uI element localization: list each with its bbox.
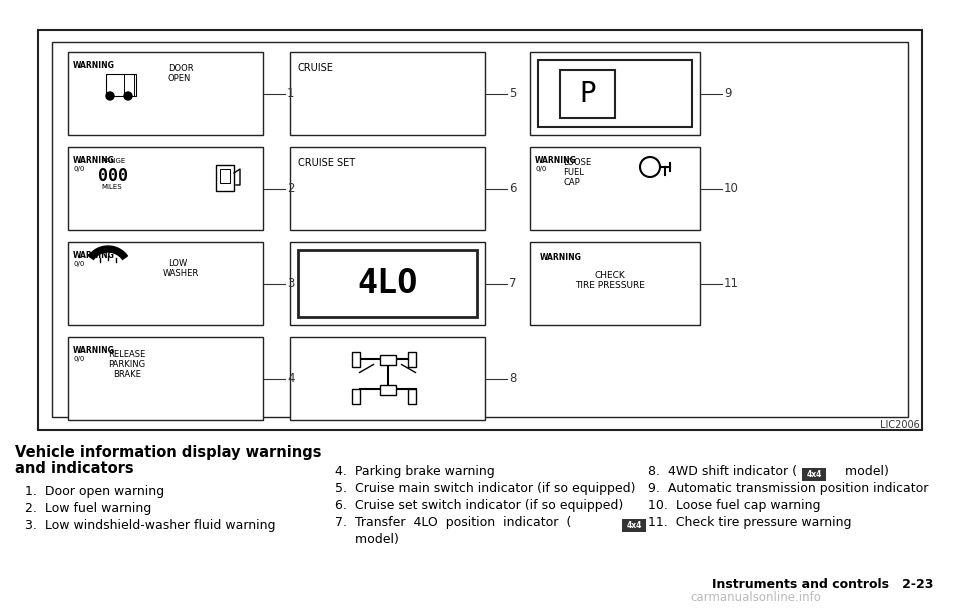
Text: WASHER: WASHER	[163, 269, 200, 278]
Text: 6.  Cruise set switch indicator (if so equipped): 6. Cruise set switch indicator (if so eq…	[335, 499, 623, 512]
Text: WARNING: WARNING	[535, 156, 577, 165]
Bar	[290, 147, 485, 230]
Text: 4x4: 4x4	[626, 521, 641, 530]
Text: carmanualsonline.info: carmanualsonline.info	[690, 591, 821, 604]
Text: WARNING: WARNING	[73, 156, 115, 165]
Text: 0/0: 0/0	[73, 166, 84, 172]
Text: LIC2006: LIC2006	[880, 420, 920, 430]
Text: 2: 2	[287, 182, 295, 195]
Text: 5: 5	[509, 87, 516, 100]
Text: LOW: LOW	[168, 259, 187, 268]
Bar	[351, 351, 359, 367]
Text: MILES: MILES	[101, 184, 122, 190]
Bar	[68, 147, 263, 230]
Text: PARKING: PARKING	[108, 360, 145, 369]
Bar	[622, 519, 646, 532]
Text: 6: 6	[509, 182, 516, 195]
Bar	[530, 147, 700, 230]
Text: 8.  4WD shift indicator (            model): 8. 4WD shift indicator ( model)	[648, 465, 889, 478]
Bar	[220, 169, 230, 183]
Bar	[68, 242, 263, 325]
Text: 000: 000	[98, 167, 128, 185]
Text: 4x4: 4x4	[806, 470, 822, 479]
Text: RANGE: RANGE	[101, 158, 125, 164]
Text: 8: 8	[509, 372, 516, 385]
Text: 5.  Cruise main switch indicator (if so equipped): 5. Cruise main switch indicator (if so e…	[335, 482, 636, 495]
Text: CRUISE SET: CRUISE SET	[298, 158, 355, 168]
Text: Vehicle information display warnings: Vehicle information display warnings	[15, 445, 322, 460]
Text: 11.  Check tire pressure warning: 11. Check tire pressure warning	[648, 516, 852, 529]
Bar	[560, 70, 615, 118]
Bar	[68, 337, 263, 420]
Text: P: P	[579, 80, 596, 108]
Bar	[407, 351, 416, 367]
Text: 7: 7	[509, 277, 516, 290]
Text: DOOR: DOOR	[168, 64, 194, 73]
Text: 7.  Transfer  4LO  position  indicator  (: 7. Transfer 4LO position indicator (	[335, 516, 571, 529]
Bar	[106, 74, 136, 96]
Text: 0/0: 0/0	[73, 261, 84, 267]
Text: 4LO: 4LO	[357, 267, 418, 300]
Text: 3.  Low windshield-washer fluid warning: 3. Low windshield-washer fluid warning	[25, 519, 276, 532]
Bar	[52, 42, 908, 417]
Polygon shape	[88, 246, 128, 260]
Bar	[407, 389, 416, 403]
Text: 10: 10	[724, 182, 739, 195]
Bar	[290, 337, 485, 420]
Text: 1.  Door open warning: 1. Door open warning	[25, 485, 164, 498]
Text: 10.  Loose fuel cap warning: 10. Loose fuel cap warning	[648, 499, 821, 512]
Bar	[530, 52, 700, 135]
Text: 0/0: 0/0	[535, 166, 546, 172]
Text: OPEN: OPEN	[168, 74, 191, 83]
Bar	[802, 468, 826, 481]
Bar	[538, 60, 692, 127]
Text: 11: 11	[724, 277, 739, 290]
Bar	[290, 242, 485, 325]
Text: 9.  Automatic transmission position indicator: 9. Automatic transmission position indic…	[648, 482, 928, 495]
Text: 4: 4	[287, 372, 295, 385]
Text: WARNING: WARNING	[73, 61, 115, 70]
Bar	[38, 30, 922, 430]
Text: 0/0: 0/0	[73, 356, 84, 362]
Text: 1: 1	[287, 87, 295, 100]
Text: CRUISE: CRUISE	[298, 63, 334, 73]
Text: RELEASE: RELEASE	[108, 350, 145, 359]
Text: and indicators: and indicators	[15, 461, 133, 476]
Bar	[68, 52, 263, 135]
Text: 2.  Low fuel warning: 2. Low fuel warning	[25, 502, 152, 515]
Bar	[379, 354, 396, 365]
Text: CAP: CAP	[563, 178, 580, 187]
Text: FUEL: FUEL	[563, 168, 584, 177]
Text: 3: 3	[287, 277, 295, 290]
Text: 9: 9	[724, 87, 732, 100]
Text: CHECK: CHECK	[594, 271, 625, 280]
Text: model): model)	[335, 533, 398, 546]
Text: Instruments and controls   2-23: Instruments and controls 2-23	[712, 578, 933, 591]
Text: BRAKE: BRAKE	[113, 370, 141, 379]
Text: WARNING: WARNING	[73, 346, 115, 355]
Bar	[530, 242, 700, 325]
Bar	[290, 52, 485, 135]
Bar	[298, 250, 477, 317]
Text: WARNING: WARNING	[540, 253, 582, 262]
Bar	[351, 389, 359, 403]
Circle shape	[124, 92, 132, 100]
Circle shape	[106, 92, 114, 100]
Text: 4.  Parking brake warning: 4. Parking brake warning	[335, 465, 494, 478]
Text: WARNING: WARNING	[73, 251, 115, 260]
Text: LOOSE: LOOSE	[563, 158, 591, 167]
Text: TIRE PRESSURE: TIRE PRESSURE	[575, 281, 645, 290]
Bar	[216, 165, 234, 191]
Bar	[379, 384, 396, 395]
